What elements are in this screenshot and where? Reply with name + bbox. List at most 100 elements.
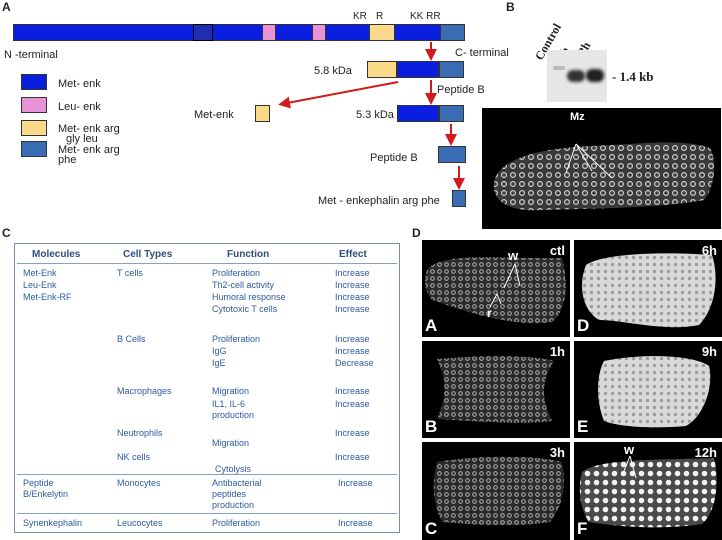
final-product-label: Met - enkephalin arg phe <box>318 195 440 207</box>
cleavage-arrows <box>278 42 465 190</box>
spleen-section-12h <box>579 455 717 528</box>
header-molecules: Molecules <box>32 249 81 260</box>
legend-swatch-leu <box>21 97 47 113</box>
blot-band-6h <box>567 70 585 82</box>
legend-label-met: Met- enk <box>58 78 101 90</box>
marker-kkrr: KK RR <box>410 11 441 22</box>
fragment58-phe <box>439 61 464 78</box>
panel-b-label: B <box>506 0 515 14</box>
function-mac-1: Migration <box>212 386 250 396</box>
cell-type-neutrophils: Neutrophils <box>117 428 163 438</box>
micrograph-tile-ctl: A ctl w r <box>422 240 570 337</box>
cell-type-monocytes: Monocytes <box>117 478 161 488</box>
tile-letter-e: E <box>577 417 589 436</box>
blot-band-12h <box>586 69 604 82</box>
met-enk-product-box <box>255 105 270 122</box>
function-b-2: IgG <box>212 346 227 356</box>
function-mono-3: production <box>212 500 255 510</box>
function-t-3: Humoral response <box>212 292 286 302</box>
molecule-met-enk: Met-Enk <box>23 268 57 278</box>
band-size-label: - 1.4 kb <box>612 69 654 84</box>
panel-d-label: D <box>412 226 421 240</box>
precursor-segment-phe-1 <box>193 24 213 41</box>
molecule-synenkephalin: Synenkephalin <box>23 518 83 528</box>
peptide-b-label-1: Peptide B <box>437 84 485 96</box>
peptideb-fragment <box>438 146 466 163</box>
tile-time-9h: 9h <box>701 344 717 359</box>
tile-time-ctl: ctl <box>549 243 565 258</box>
fragment58-met <box>397 61 439 78</box>
cell-type-t-cells: T cells <box>117 268 143 278</box>
kda58-label: 5.8 kDa <box>314 65 352 77</box>
function-mac-3: production <box>212 410 255 420</box>
function-t-2: Th2-cell activity <box>212 280 275 290</box>
molecule-b-enkelytin: B/Enkelytin <box>23 489 69 499</box>
function-leucocytes: Proliferation <box>212 518 261 528</box>
effect-mac-2: Increase <box>335 399 370 409</box>
function-b-1: Proliferation <box>212 334 261 344</box>
c-terminal-label: C- terminal <box>455 47 509 59</box>
fragment53-phe <box>439 105 464 122</box>
header-effect: Effect <box>339 249 367 260</box>
effect-t-3: Increase <box>335 292 370 302</box>
legend-label-phe-1: Met- enk arg <box>58 144 120 156</box>
r-label-ctl: r <box>487 306 492 320</box>
function-t-4: Cytotoxic T cells <box>212 304 278 314</box>
final-product-box <box>452 190 466 207</box>
w-label-12h: w <box>624 442 635 457</box>
micrograph-tile-9h: E 9h <box>574 341 722 438</box>
micrograph-tile-6h: D 6h <box>574 240 722 337</box>
immune-effects-table: Molecules Cell Types Function Effect Met… <box>14 243 400 533</box>
kda53-label: 5.3 kDa <box>356 109 394 121</box>
row-divider-2 <box>17 513 397 514</box>
arrow-58-to-metenk <box>278 81 399 109</box>
fragment58-arg <box>367 61 397 78</box>
spleen-section-6h <box>582 253 716 328</box>
effect-neutrophils: Increase <box>335 428 370 438</box>
spleen-section-1h <box>437 356 554 423</box>
table-divider <box>17 263 397 264</box>
w-label-ctl: w <box>508 248 519 263</box>
peptide-b-label-2: Peptide B <box>370 152 418 164</box>
cell-type-nk-cells: NK cells <box>117 452 151 462</box>
precursor-segment-arg <box>369 24 395 41</box>
micrograph-tile-3h: C 3h <box>422 442 570 540</box>
tile-time-3h: 3h <box>549 445 565 460</box>
marker-kr: KR <box>353 11 367 22</box>
function-t-1: Proliferation <box>212 268 261 278</box>
precursor-segment-phe-2 <box>440 24 465 41</box>
effect-b-1: Increase <box>335 334 370 344</box>
header-function: Function <box>227 249 270 260</box>
function-mono-2: peptides <box>212 489 247 499</box>
met-enk-product-label: Met-enk <box>194 109 234 121</box>
spleen-micrograph-b: Mz <box>482 108 721 229</box>
spleen-section-b <box>493 142 715 211</box>
precursor-segment-leu-2 <box>312 24 326 41</box>
tile-time-12h: 12h <box>694 445 717 460</box>
effect-b-2: Increase <box>335 346 370 356</box>
marker-r: R <box>376 11 384 22</box>
molecule-peptide: Peptide <box>23 478 54 488</box>
legend-label-arg-1: Met- enk arg <box>58 123 120 135</box>
tile-letter-b: B <box>425 417 438 436</box>
fragment53-met <box>397 105 439 122</box>
effect-t-2: Increase <box>335 280 370 290</box>
function-mac-2: IL1, IL-6 <box>212 399 246 409</box>
header-cell-types: Cell Types <box>123 249 173 260</box>
function-nk: Cytolysis <box>215 464 252 474</box>
n-terminal-label: N -terminal <box>4 49 58 61</box>
tile-letter-a: A <box>425 316 438 335</box>
effect-leucocytes: Increase <box>338 518 373 528</box>
spleen-section-9h <box>598 356 711 428</box>
mz-label: Mz <box>570 111 585 123</box>
legend-label-phe-2: phe <box>58 154 77 166</box>
tile-letter-d: D <box>577 316 590 335</box>
spleen-section-3h <box>433 456 564 526</box>
cell-type-b-cells: B Cells <box>117 334 146 344</box>
precursor-segment-leu-1 <box>262 24 276 41</box>
blot-band-control <box>553 66 565 70</box>
function-mono-1: Antibacterial <box>212 478 262 488</box>
row-divider-1 <box>17 474 397 475</box>
spleen-section-ctl <box>425 257 566 324</box>
micrograph-tile-1h: B 1h <box>422 341 570 438</box>
